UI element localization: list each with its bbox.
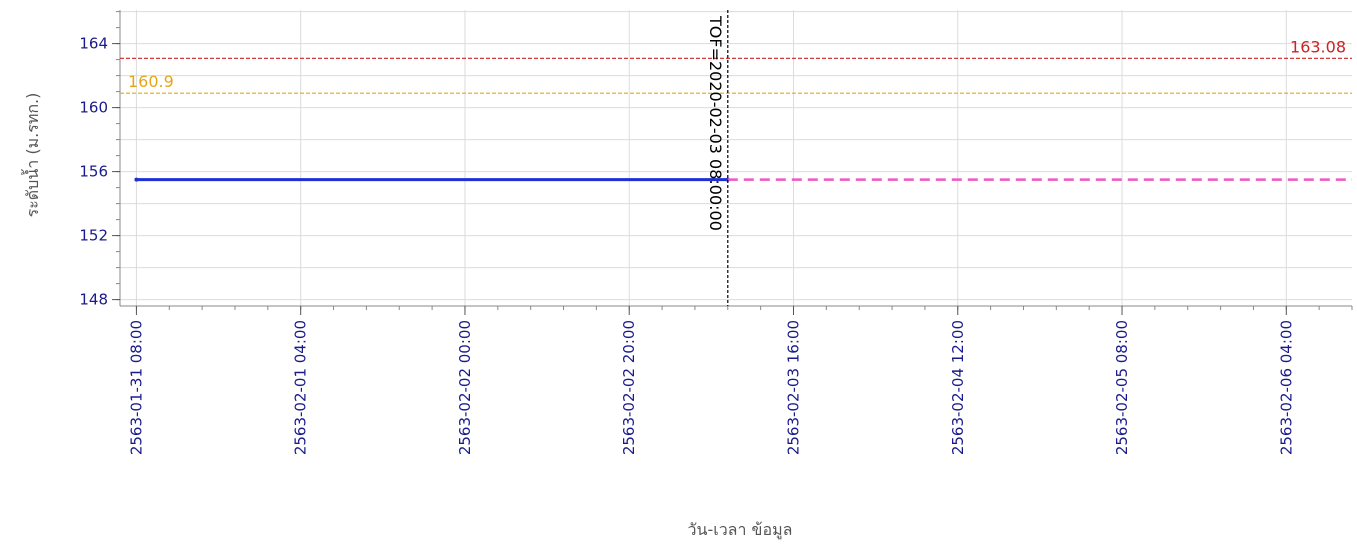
- grid-layer: [120, 10, 1352, 306]
- observed-data-point: [134, 177, 139, 182]
- x-tick-label: 2563-01-31 08:00: [127, 320, 145, 455]
- series-layer: [134, 177, 1352, 182]
- x-axis-title: วัน-เวลา ข้อมูล: [688, 520, 793, 540]
- y-tick-label: 152: [79, 227, 108, 245]
- y-tick-label: 148: [79, 291, 108, 309]
- marker-label: TOF=2020-02-03 08:00:00: [706, 15, 725, 231]
- x-tick-label: 2563-02-03 16:00: [784, 320, 802, 455]
- reference-line-label: 163.08: [1290, 37, 1346, 56]
- x-tick-label: 2563-02-01 04:00: [292, 320, 310, 455]
- y-axis-title: ระดับน้ำ (ม.รทก.): [21, 93, 42, 218]
- y-tick-label: 156: [79, 163, 108, 181]
- forecast-marker: TOF=2020-02-03 08:00:00: [706, 10, 729, 306]
- x-tick-label: 2563-02-02 20:00: [620, 320, 638, 455]
- x-tick-label: 2563-02-04 12:00: [949, 320, 967, 455]
- y-tick-label: 164: [79, 35, 108, 53]
- x-tick-label: 2563-02-05 08:00: [1113, 320, 1131, 455]
- x-tick-label: 2563-02-06 04:00: [1277, 320, 1295, 455]
- x-tick-label: 2563-02-02 00:00: [456, 320, 474, 455]
- reference-line-label: 160.9: [128, 72, 174, 91]
- axis-layer: 148 152 156 160 164 2563-01-31 08:00 2563-02-0…: [79, 10, 1353, 455]
- y-tick-label: 160: [79, 99, 108, 117]
- reference-lines: 163.08 160.9: [120, 37, 1352, 94]
